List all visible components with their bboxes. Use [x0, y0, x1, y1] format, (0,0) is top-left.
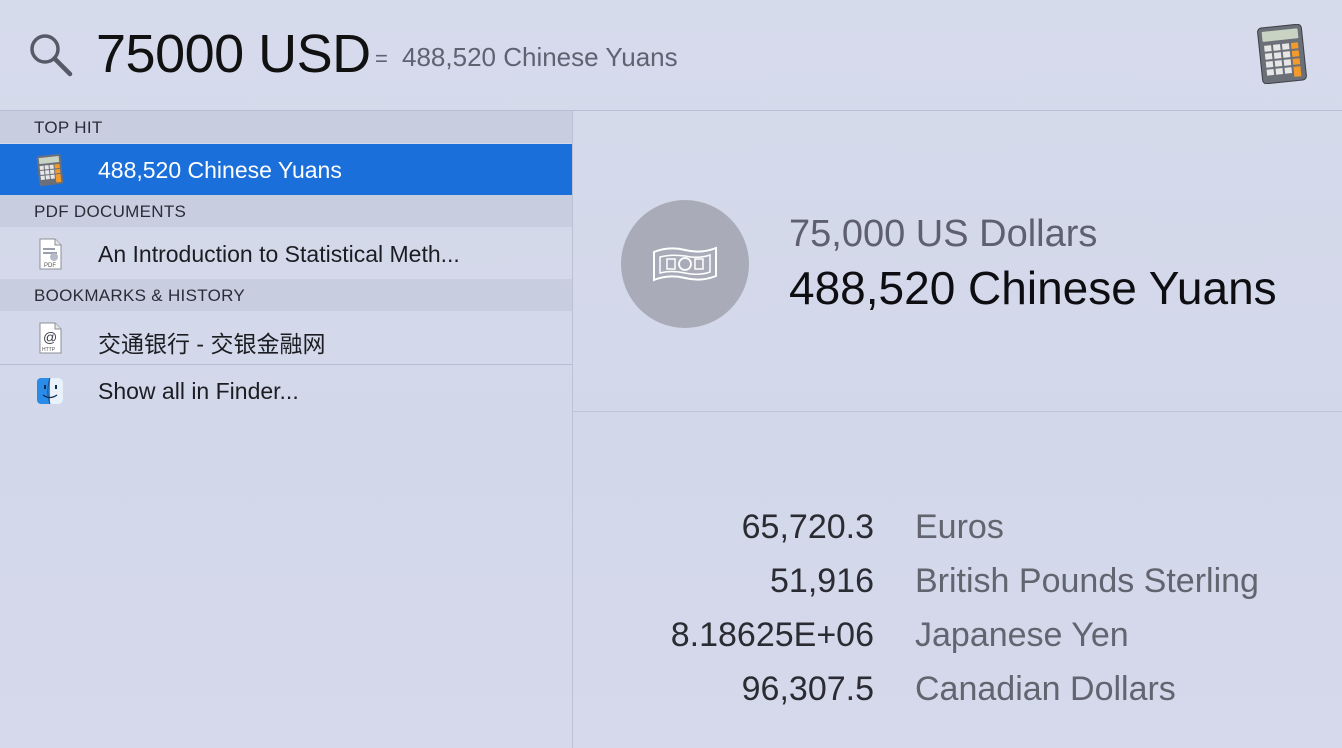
- section-header-bookmarks-history: BOOKMARKS & HISTORY: [0, 279, 572, 311]
- section-header-label: BOOKMARKS & HISTORY: [34, 286, 246, 305]
- calculator-icon: [1257, 24, 1307, 84]
- section-header-top-hit: TOP HIT: [0, 111, 572, 143]
- web-bookmark-icon: @ HTTP: [39, 322, 62, 354]
- conversion-row: 96,307.5 Canadian Dollars: [573, 670, 1342, 724]
- to-amount: 488,520 Chinese Yuans: [789, 262, 1277, 314]
- detail-divider: [573, 411, 1342, 412]
- search-icon: [30, 34, 73, 77]
- section-header-label: PDF DOCUMENTS: [34, 202, 187, 221]
- result-row-bookmark[interactable]: @ HTTP 交通银行 - 交银金融网: [0, 312, 572, 364]
- banknote-badge: [621, 200, 749, 328]
- result-label: An Introduction to Statistical Meth...: [98, 241, 460, 267]
- search-bar: 75000 USD = 488,520 Chinese Yuans: [0, 0, 1342, 111]
- svg-text:@: @: [43, 329, 57, 345]
- result-label: 交通银行 - 交银金融网: [98, 331, 326, 357]
- conversion-row: 65,720.3 Euros: [573, 508, 1342, 562]
- section-header-label: TOP HIT: [34, 118, 103, 137]
- result-label: 488,520 Chinese Yuans: [98, 157, 342, 183]
- conversion-value: 96,307.5: [741, 670, 874, 708]
- result-row-pdf[interactable]: PDF An Introduction to Statistical Meth.…: [0, 228, 572, 280]
- banknote-icon: [653, 246, 717, 282]
- conversion-row: 8.18625E+06 Japanese Yen: [573, 616, 1342, 670]
- divider: [0, 364, 572, 365]
- section-header-pdf-documents: PDF DOCUMENTS: [0, 195, 572, 227]
- results-list: TOP HIT 488,520 Chinese Yuans PDF DOCUME…: [0, 111, 573, 748]
- show-all-in-finder[interactable]: Show all in Finder...: [0, 365, 572, 417]
- svg-text:HTTP: HTTP: [42, 347, 56, 353]
- result-row-top-hit[interactable]: 488,520 Chinese Yuans: [0, 144, 572, 196]
- equals-sign: =: [375, 46, 388, 71]
- pdf-document-icon: PDF: [39, 238, 62, 270]
- conversion-value: 65,720.3: [741, 508, 874, 546]
- conversion-value: 51,916: [770, 562, 874, 600]
- finder-icon: [37, 377, 63, 405]
- svg-text:PDF: PDF: [44, 263, 56, 269]
- from-amount: 75,000 US Dollars: [789, 213, 1098, 255]
- result-label: Show all in Finder...: [98, 378, 299, 404]
- detail-pane: 75,000 US Dollars 488,520 Chinese Yuans …: [573, 111, 1342, 748]
- calculator-icon: [36, 154, 64, 186]
- conversion-currency: Euros: [915, 508, 1004, 546]
- inline-result: 488,520 Chinese Yuans: [402, 42, 678, 72]
- conversion-currency: Canadian Dollars: [915, 670, 1176, 708]
- search-input[interactable]: 75000 USD: [96, 24, 371, 84]
- conversion-value: 8.18625E+06: [670, 616, 874, 654]
- conversion-row: 51,916 British Pounds Sterling: [573, 562, 1342, 616]
- conversion-currency: Japanese Yen: [915, 616, 1129, 654]
- conversion-currency: British Pounds Sterling: [915, 562, 1259, 600]
